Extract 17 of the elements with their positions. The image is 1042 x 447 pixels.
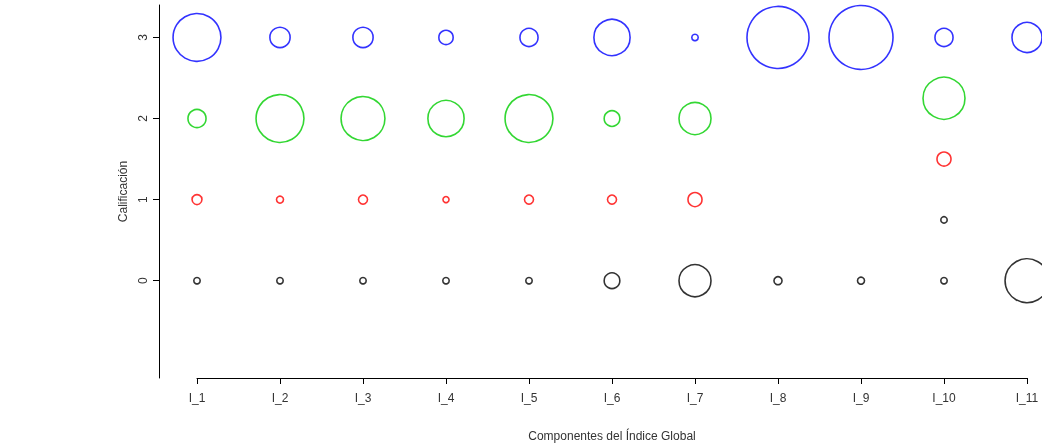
- x-tick-label: I_2: [271, 391, 289, 405]
- x-tick-label: I_4: [437, 391, 455, 405]
- x-tick-label: I_9: [852, 391, 870, 405]
- x-tick-label: I_11: [1015, 391, 1039, 405]
- x-tick-label: I_1: [188, 391, 206, 405]
- x-tick-label: I_8: [769, 391, 787, 405]
- y-axis-title: Calificación: [116, 160, 130, 223]
- x-tick-label: I_6: [603, 391, 621, 405]
- x-tick-label: I_5: [520, 391, 538, 405]
- x-tick-label: I_7: [686, 391, 704, 405]
- y-tick-label: 0: [136, 277, 150, 285]
- x-tick-label: I_3: [354, 391, 372, 405]
- y-tick-label: 1: [136, 195, 150, 203]
- x-axis-title: Componentes del Índice Global: [528, 428, 696, 443]
- y-tick-label: 2: [136, 114, 150, 122]
- y-tick-label: 3: [136, 33, 150, 41]
- x-tick-label: I_10: [932, 391, 956, 405]
